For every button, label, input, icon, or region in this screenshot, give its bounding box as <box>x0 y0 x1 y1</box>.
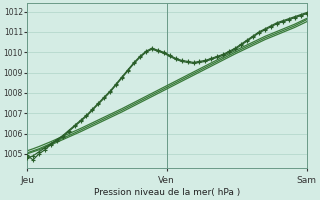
X-axis label: Pression niveau de la mer( hPa ): Pression niveau de la mer( hPa ) <box>94 188 240 197</box>
